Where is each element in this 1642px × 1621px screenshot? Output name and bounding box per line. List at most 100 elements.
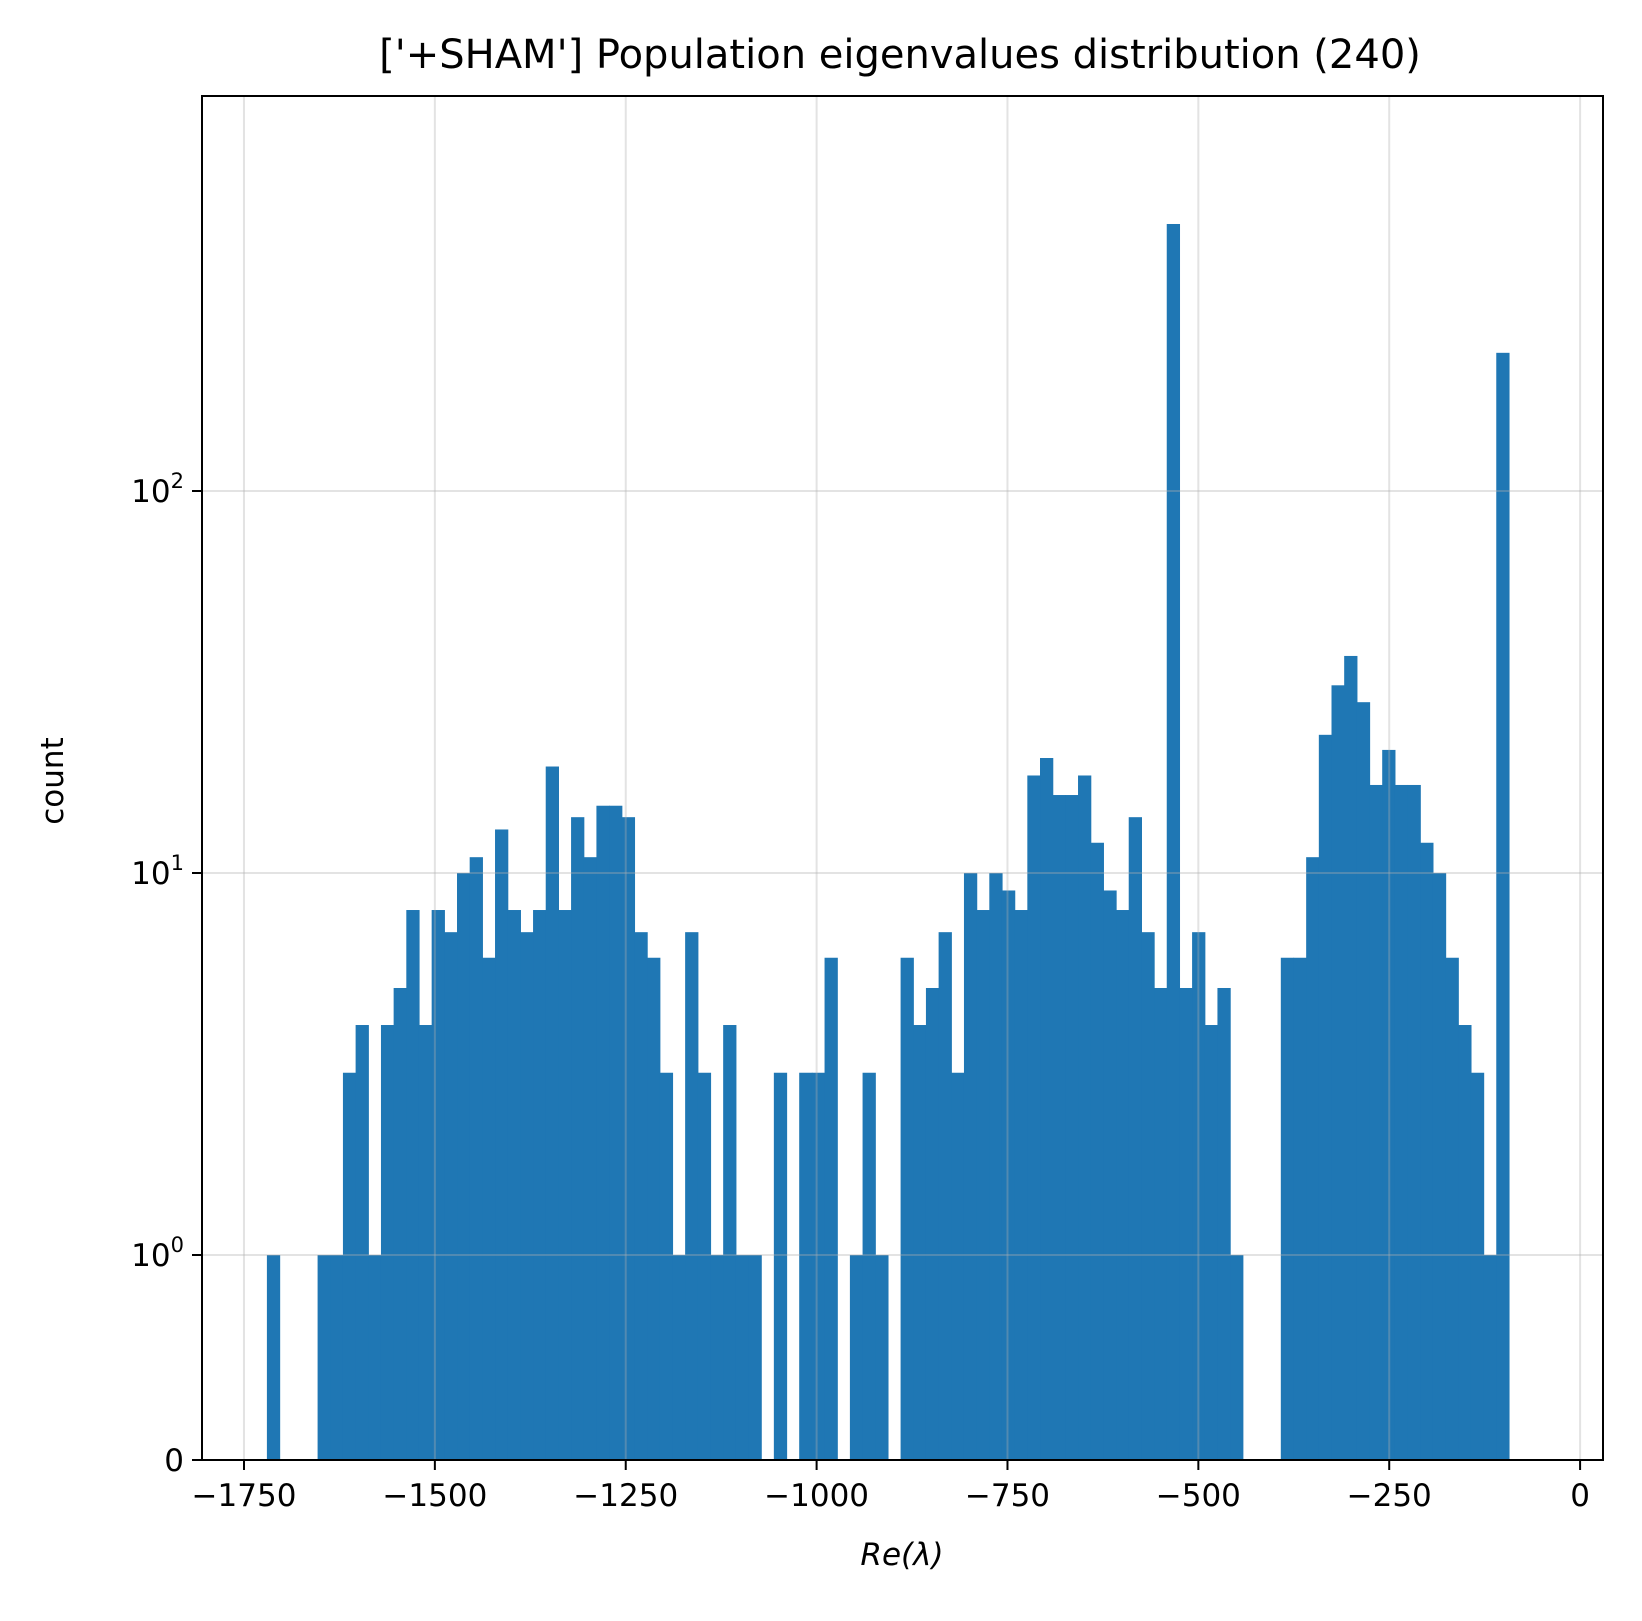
y-tick-label: 0: [164, 1443, 184, 1479]
histogram-bar: [1280, 957, 1295, 1460]
histogram-bar: [1394, 784, 1409, 1460]
histogram-bar: [1496, 352, 1510, 1461]
histogram-bar: [849, 1255, 864, 1460]
histogram-bar: [1306, 857, 1320, 1460]
histogram-bar: [1217, 987, 1231, 1460]
histogram-bar: [1052, 795, 1066, 1460]
histogram-bar: [963, 873, 978, 1460]
histogram-bar: [1166, 223, 1181, 1461]
histogram-bar: [976, 910, 990, 1460]
histogram-bar: [571, 817, 585, 1460]
histogram-bar: [342, 1072, 357, 1460]
histogram-bar: [938, 932, 952, 1460]
histogram-bar: [266, 1255, 281, 1460]
x-axis-ticks: −1750 −1500 −1250 −1000 −750 −500 −250 0: [192, 1460, 1590, 1514]
histogram-bar: [1154, 987, 1168, 1460]
histogram-bar: [1369, 784, 1383, 1460]
histogram-bar: [824, 957, 838, 1460]
chart-title: ['+SHAM'] Population eigenvalues distrib…: [379, 32, 1421, 78]
x-axis-label: Re(λ): [860, 1537, 943, 1573]
histogram-bar: [1128, 817, 1142, 1460]
histogram-bar: [609, 805, 623, 1460]
histogram-bar: [735, 1255, 750, 1460]
histogram-bar: [545, 766, 559, 1460]
histogram-bar: [659, 1072, 674, 1460]
histogram-bar: [330, 1255, 344, 1460]
histogram-bar: [418, 1025, 433, 1460]
grid-lines: [202, 96, 1603, 1461]
x-tick-label: −1500: [382, 1478, 487, 1514]
histogram-bar: [1382, 749, 1396, 1460]
histogram-bar: [368, 1255, 382, 1460]
histogram-bar: [520, 932, 534, 1460]
y-tick-label: 100: [131, 1233, 184, 1274]
histogram-bar: [1179, 987, 1193, 1460]
histogram-bar: [1204, 1025, 1219, 1460]
x-tick-label: −250: [1347, 1478, 1432, 1514]
histogram-bar: [1040, 758, 1054, 1460]
histogram-bar: [1090, 842, 1104, 1460]
x-tick-label: −1000: [764, 1478, 869, 1514]
y-axis-ticks: 0 100 101 102: [131, 469, 202, 1479]
histogram-bar: [507, 910, 521, 1460]
histogram-bar: [1192, 932, 1206, 1460]
histogram-bar: [1470, 1072, 1485, 1460]
histogram-bar: [1432, 873, 1447, 1460]
histogram-bar: [1293, 957, 1307, 1460]
histogram-bar: [773, 1072, 788, 1460]
histogram-bar: [697, 1072, 712, 1460]
histogram-bar: [1445, 957, 1459, 1460]
histogram-bar: [1027, 775, 1041, 1460]
histogram-bar: [925, 987, 940, 1460]
histogram-bar: [685, 932, 699, 1460]
histogram-bar: [748, 1255, 762, 1460]
histogram-bar: [1344, 655, 1358, 1460]
histogram-bar: [393, 987, 407, 1460]
histogram-bars: [266, 223, 1510, 1461]
histogram-bar: [1483, 1255, 1497, 1460]
histogram-bar: [431, 910, 445, 1460]
histogram-bar: [647, 957, 661, 1460]
x-tick-label: 0: [1570, 1478, 1590, 1514]
y-tick-label: 101: [131, 851, 184, 892]
histogram-bar: [875, 1255, 889, 1460]
histogram-bar: [710, 1255, 724, 1460]
histogram-bar: [1407, 784, 1421, 1460]
histogram-bar: [799, 1072, 813, 1460]
histogram-bar: [1065, 795, 1079, 1460]
histogram-bar: [457, 873, 471, 1460]
x-tick-label: −1750: [192, 1478, 297, 1514]
histogram-bar: [406, 910, 420, 1460]
histogram-bar: [1078, 775, 1092, 1460]
y-axis-label: count: [35, 737, 71, 824]
histogram-bar: [482, 957, 496, 1460]
histogram-bar: [317, 1255, 331, 1460]
histogram-bar: [1103, 890, 1117, 1460]
histogram-bar: [1141, 932, 1155, 1460]
histogram-bar: [444, 932, 458, 1460]
histogram-bar: [672, 1255, 686, 1460]
histogram-bar: [634, 932, 648, 1460]
x-tick-label: −1250: [573, 1478, 678, 1514]
histogram-bar: [533, 910, 547, 1460]
plot-frame: [201, 95, 1604, 1461]
histogram-bar: [1318, 734, 1333, 1460]
histogram-bar: [951, 1072, 965, 1460]
x-tick-label: −750: [965, 1478, 1050, 1514]
histogram-bar: [913, 1025, 927, 1460]
histogram-bar: [1230, 1255, 1244, 1460]
histogram-bar: [900, 957, 914, 1460]
histogram-bar: [583, 857, 598, 1460]
histogram-bar: [1458, 1025, 1472, 1460]
histogram-bar: [355, 1025, 369, 1460]
histogram-bar: [1420, 842, 1434, 1460]
histogram-bar: [596, 805, 610, 1460]
histogram-bar: [495, 829, 509, 1460]
histogram-bar: [1116, 910, 1130, 1460]
histogram-bar: [723, 1025, 737, 1460]
histogram-bar: [811, 1072, 826, 1460]
histogram-bar: [469, 857, 483, 1460]
histogram-bar: [1356, 702, 1371, 1460]
histogram-bar: [1331, 685, 1345, 1460]
